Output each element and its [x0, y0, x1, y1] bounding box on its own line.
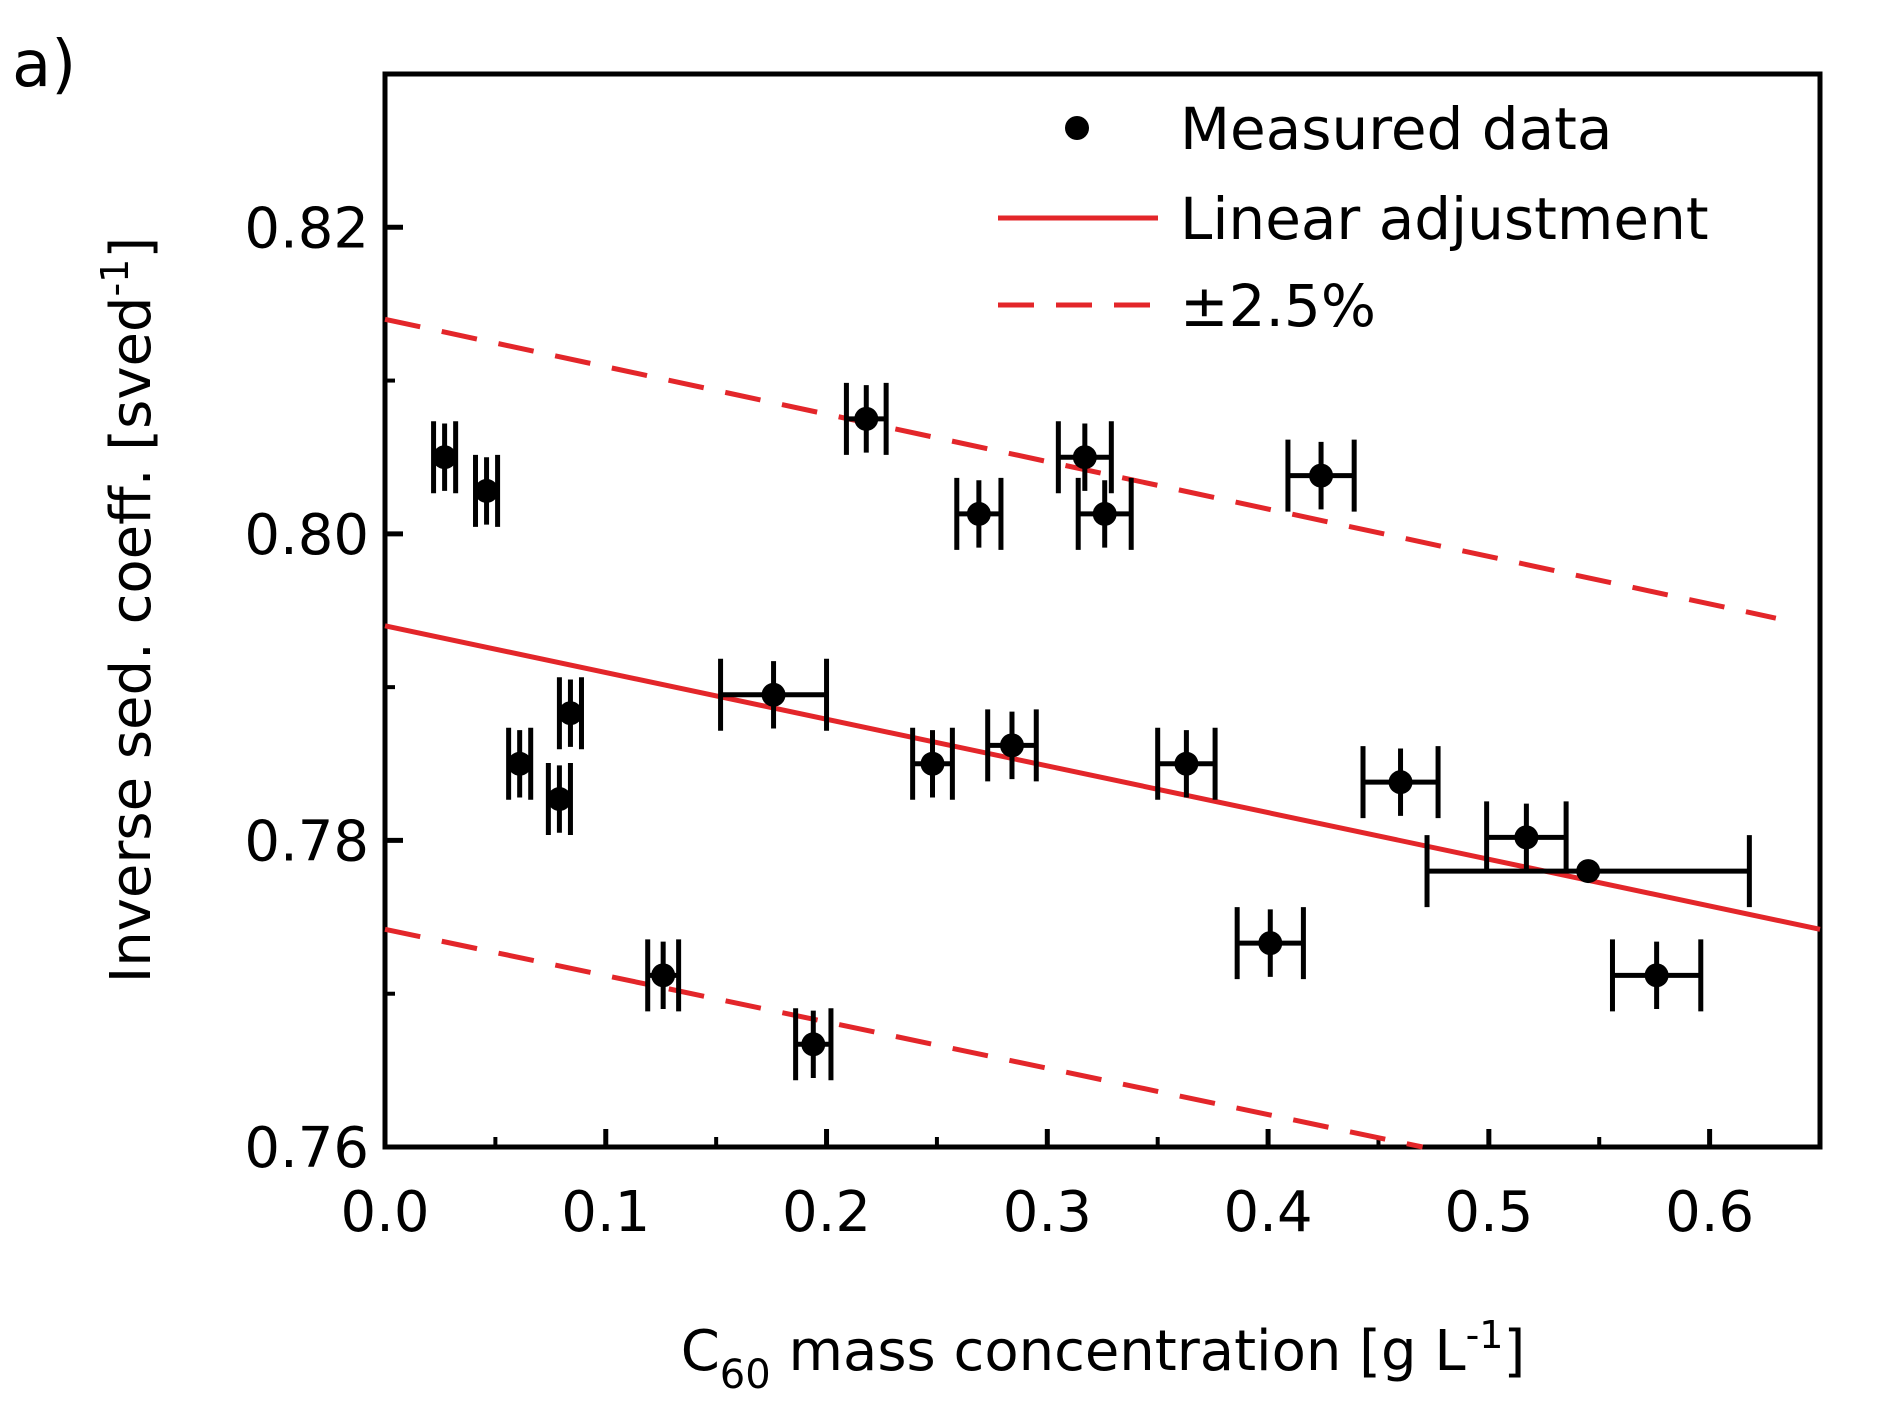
- marker: [1309, 463, 1334, 488]
- data-point: [718, 658, 830, 731]
- data-point: [1360, 746, 1441, 819]
- marker: [1174, 751, 1199, 776]
- legend-label: Linear adjustment: [1180, 185, 1709, 253]
- data-point: [431, 421, 459, 494]
- data-point: [645, 939, 682, 1012]
- marker: [432, 445, 457, 470]
- data-point: [1075, 477, 1134, 550]
- marker: [507, 751, 532, 776]
- marker: [474, 478, 499, 503]
- marker: [1388, 770, 1413, 795]
- marker: [1576, 859, 1601, 884]
- marker: [801, 1032, 826, 1057]
- legend: Measured data Linear adjustment ±2.5%: [998, 95, 1709, 340]
- marker: [1258, 931, 1283, 956]
- legend-entry: Measured data: [1065, 95, 1612, 163]
- band-line: [384, 926, 1424, 1150]
- data-point: [545, 763, 573, 836]
- x-tick-label: 0.3: [1003, 1180, 1092, 1245]
- data-point: [1609, 939, 1704, 1012]
- data-point: [1234, 907, 1306, 980]
- y-axis: 0.76 0.78 0.80 0.82: [244, 196, 403, 1181]
- data-point: [473, 454, 501, 527]
- marker: [1092, 501, 1117, 526]
- marker: [999, 733, 1024, 758]
- x-tick-label: 0.6: [1665, 1180, 1754, 1245]
- marker: [1644, 963, 1669, 988]
- legend-entry: Linear adjustment: [998, 185, 1709, 253]
- x-axis: 0.0 0.1 0.2 0.3 0.4 0.5 0.6: [340, 1129, 1822, 1245]
- legend-label: Measured data: [1180, 95, 1612, 163]
- data-point: [1424, 835, 1752, 908]
- legend-marker: [1065, 116, 1089, 140]
- legend-label: ±2.5%: [1180, 272, 1376, 340]
- panel-label: a): [12, 28, 76, 102]
- fit-lines: [384, 316, 1821, 1150]
- data-point: [1055, 421, 1114, 494]
- marker: [558, 701, 583, 726]
- marker: [966, 501, 991, 526]
- x-tick-label: 0.2: [782, 1180, 871, 1245]
- data-point: [910, 727, 955, 800]
- legend-entry: ±2.5%: [998, 272, 1376, 340]
- data-point: [556, 677, 584, 750]
- data-point: [954, 477, 1004, 550]
- data-point: [985, 709, 1039, 782]
- marker: [1514, 825, 1539, 850]
- data-point: [843, 382, 889, 455]
- marker: [651, 963, 676, 988]
- band-line: [384, 316, 1777, 621]
- marker: [854, 406, 879, 431]
- data-point: [1484, 801, 1569, 874]
- x-axis-label: C60 mass concentration [g L-1]: [681, 1313, 1526, 1398]
- fit-line: [384, 623, 1821, 932]
- data-point: [1155, 727, 1218, 800]
- marker: [920, 751, 945, 776]
- x-tick-label: 0.1: [561, 1180, 650, 1245]
- x-tick-label: 0.4: [1224, 1180, 1313, 1245]
- y-tick-label: 0.80: [244, 503, 369, 568]
- y-tick-label: 0.78: [244, 809, 369, 874]
- data-point: [793, 1008, 834, 1081]
- data-point: [506, 727, 534, 800]
- marker: [1072, 445, 1097, 470]
- plot-frame: [382, 71, 1823, 1150]
- y-tick-label: 0.76: [244, 1116, 369, 1181]
- marker: [547, 787, 572, 812]
- y-axis-label: Inverse sed. coeff. [sved-1]: [93, 237, 164, 983]
- y-tick-label: 0.82: [244, 196, 369, 261]
- data-point: [1285, 439, 1357, 512]
- x-tick-label: 0.5: [1444, 1180, 1533, 1245]
- plot-area: 0.76 0.78 0.80 0.82 0.0 0.1 0.2 0.3 0.4 0.5 0.6: [244, 71, 1823, 1245]
- data-points: [431, 382, 1752, 1081]
- marker: [761, 682, 786, 707]
- x-tick-label: 0.0: [340, 1180, 429, 1245]
